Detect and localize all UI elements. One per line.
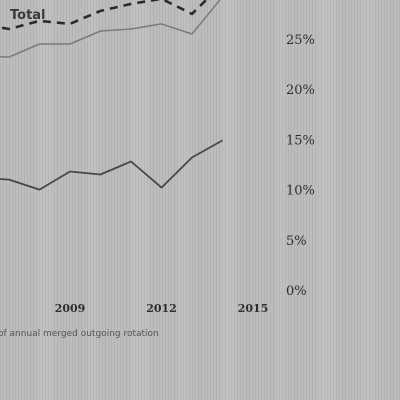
y-tick-label: 25% xyxy=(286,33,315,48)
chart-caption: of annual merged outgoing rotation xyxy=(0,329,159,339)
y-tick-label: 5% xyxy=(286,234,307,249)
y-tick-label: 15% xyxy=(286,133,315,148)
series-line-3 xyxy=(0,139,223,191)
series-layer xyxy=(0,0,223,191)
series-line-2 xyxy=(0,0,221,58)
y-tick-label: 20% xyxy=(286,83,315,98)
x-tick-label: 2012 xyxy=(146,302,177,315)
legend-label-total: Total xyxy=(10,8,46,23)
x-axis-tick-labels: 2009 2012 2015 xyxy=(55,302,269,315)
x-tick-label: 2015 xyxy=(238,302,269,315)
series-line-total xyxy=(0,0,208,31)
vertical-streaks xyxy=(38,0,374,400)
y-tick-label: 0% xyxy=(286,284,307,299)
x-tick-label: 2009 xyxy=(55,302,86,315)
y-tick-label: 10% xyxy=(286,184,315,199)
y-axis-tick-labels: 0% 5% 10% 15% 20% 25% xyxy=(286,33,315,299)
